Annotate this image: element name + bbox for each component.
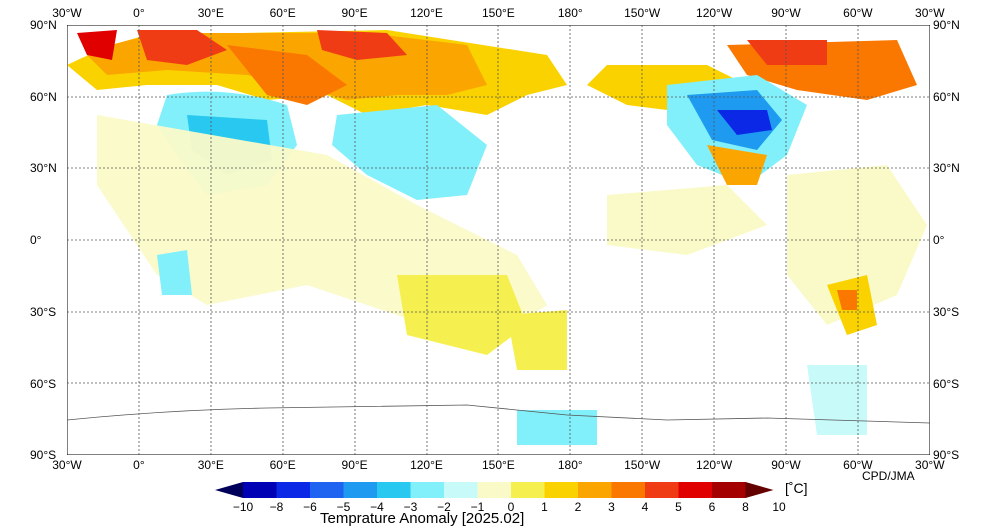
lat-label: 0°	[30, 233, 42, 248]
lon-label: 30°W	[915, 6, 945, 20]
lat-label: 30°N	[30, 161, 57, 176]
colorbar-tick-label: 10	[772, 500, 786, 514]
lon-label: 30°W	[52, 458, 82, 472]
colorbar-unit: [˚C]	[785, 480, 808, 496]
colorbar-tick-label: −10	[232, 500, 254, 514]
lon-label: 150°W	[624, 458, 661, 472]
colorbar-tick-label: 2	[574, 500, 582, 514]
lon-label: 180°	[557, 6, 583, 20]
colorbar-segment	[444, 482, 478, 498]
lat-label: 30°S	[30, 304, 57, 319]
colorbar-tick-label: −4	[370, 500, 384, 514]
colorbar-tick-label: −2	[437, 500, 451, 514]
colorbar-tick-label: −6	[303, 500, 317, 514]
colorbar-segment	[544, 482, 579, 498]
lon-label: 150°W	[624, 6, 661, 20]
colorbar-tick-label: 8	[742, 500, 749, 514]
lon-label: 120°E	[410, 458, 443, 472]
lat-label: 30°N	[933, 161, 960, 176]
lon-label: 120°W	[696, 6, 733, 20]
colorbar-arrow-high	[745, 482, 774, 498]
lat-label: 60°N	[30, 89, 57, 104]
colorbar-tick-label: 6	[708, 500, 716, 514]
anomaly-regions	[67, 30, 927, 445]
lon-label: 0°	[133, 458, 145, 472]
colorbar-segment	[611, 482, 646, 498]
lat-label: 0°	[933, 233, 945, 248]
lon-label: 120°W	[696, 458, 733, 472]
lon-label: 90°W	[771, 458, 801, 472]
colorbar-segment	[712, 482, 746, 498]
lon-label: 90°E	[341, 458, 368, 472]
lon-label: 60°W	[843, 458, 873, 472]
colorbar-tick-label: 5	[675, 500, 682, 514]
lon-label: 30°E	[197, 458, 224, 472]
colorbar-title: Temprature Anomaly [2025.02]	[320, 510, 525, 527]
colorbar-tick-label: 0	[507, 500, 515, 514]
colorbar-tick-label: −1	[470, 500, 485, 514]
lon-label: 0°	[133, 6, 145, 20]
colorbar-segment	[645, 482, 679, 498]
colorbar-segment	[477, 482, 512, 498]
lat-label: 90°S	[30, 448, 57, 463]
lon-label: 180°	[557, 458, 583, 472]
colorbar-tick-label: 1	[541, 500, 548, 514]
colorbar	[215, 482, 774, 498]
lat-label: 60°S	[933, 376, 960, 391]
colorbar-arrow-low	[215, 482, 243, 498]
colorbar-segment	[410, 482, 445, 498]
lon-label: 30°E	[197, 6, 224, 20]
colorbar-segment	[310, 482, 344, 498]
colorbar-tick-label: −5	[336, 500, 351, 514]
lat-label: 90°N	[30, 18, 57, 32]
lon-label: 60°E	[269, 6, 296, 20]
lon-label: 90°E	[341, 6, 368, 20]
lat-label: 60°N	[933, 89, 960, 104]
colorbar-segment	[276, 482, 311, 498]
lon-label: 30°W	[52, 6, 82, 20]
colorbar-segment	[578, 482, 612, 498]
lon-label: 150°E	[481, 6, 515, 20]
lon-label: 30°W	[915, 458, 945, 472]
colorbar-tick-label: 4	[641, 500, 649, 514]
lon-label: 120°E	[410, 6, 443, 20]
colorbar-tick-label: 3	[608, 500, 615, 514]
lat-label: 30°S	[933, 304, 960, 319]
colorbar-segment	[343, 482, 378, 498]
colorbar-segment	[511, 482, 545, 498]
lon-label: 60°E	[269, 458, 296, 472]
colorbar-segment	[678, 482, 713, 498]
colorbar-tick-label: −3	[403, 500, 418, 514]
credit-label: CPD/JMA	[862, 469, 915, 483]
lat-label: 60°S	[30, 376, 57, 391]
lat-label: 90°S	[933, 448, 960, 463]
colorbar-tick-label: −8	[269, 500, 284, 514]
colorbar-segment	[243, 482, 277, 498]
lon-label: 90°W	[771, 6, 801, 20]
colorbar-segment	[377, 482, 411, 498]
antarctic-coastline	[67, 404, 930, 424]
temperature-anomaly-map	[67, 25, 930, 455]
lon-label: 60°W	[843, 6, 873, 20]
lon-label: 150°E	[481, 458, 515, 472]
lat-label: 90°N	[933, 18, 960, 32]
